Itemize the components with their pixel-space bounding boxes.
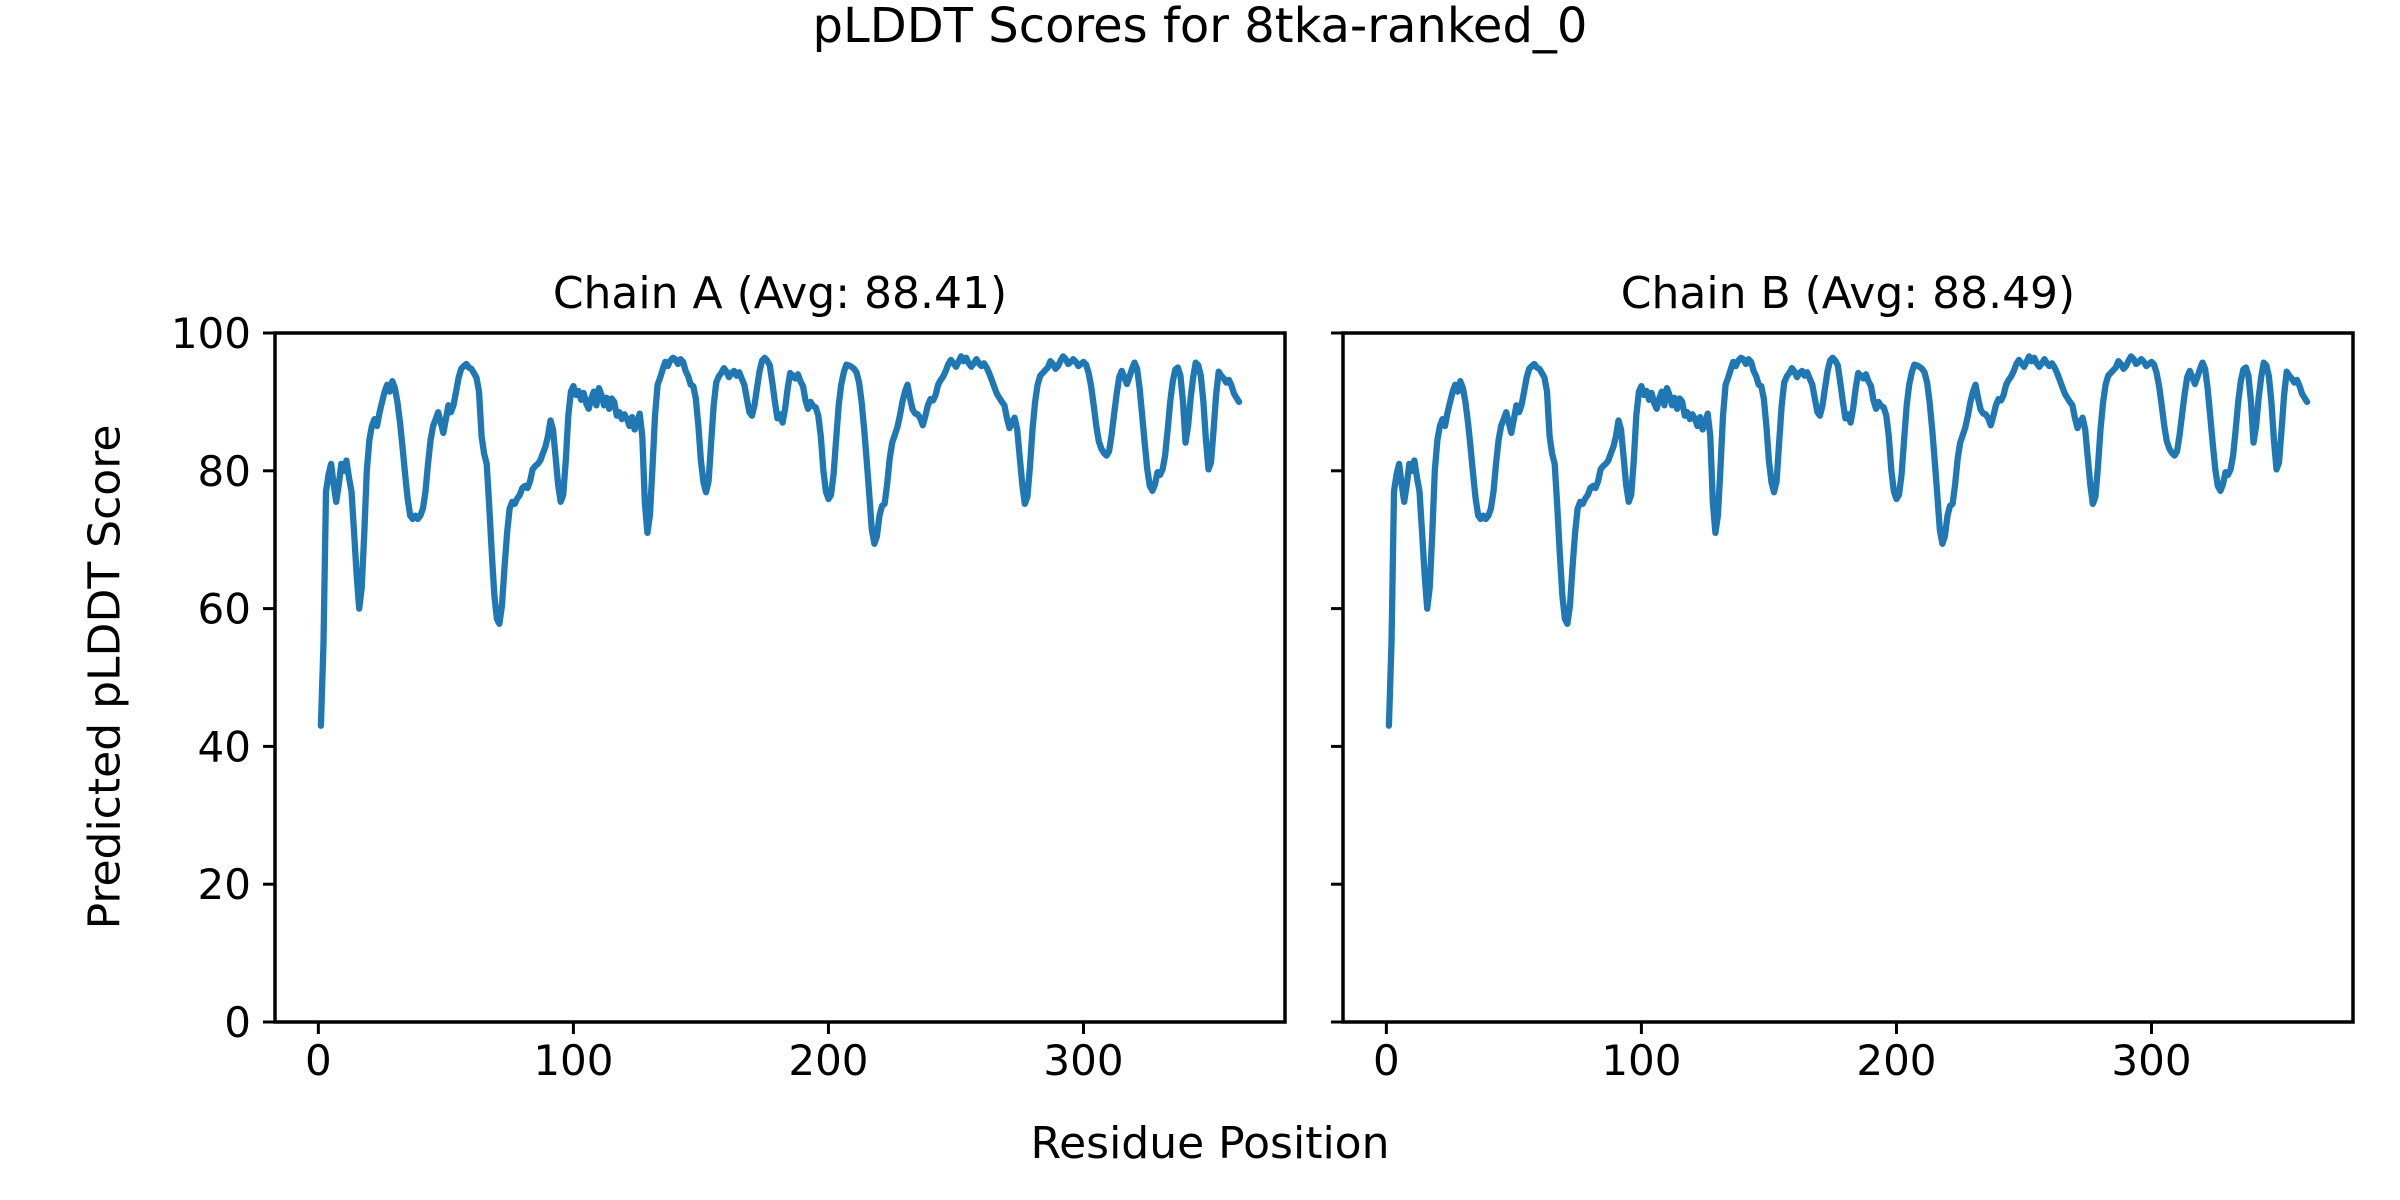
axes-box-chain-a (273, 331, 1287, 1024)
x-tick-label: 100 (1601, 1036, 1681, 1085)
x-tick-label: 200 (1856, 1036, 1936, 1085)
x-tick-label: 300 (1043, 1036, 1123, 1085)
figure-title: pLDDT Scores for 8tka-ranked_0 (812, 0, 1588, 54)
y-tick-label: 0 (224, 998, 251, 1047)
chain-a-subplot-title: Chain A (Avg: 88.41) (552, 268, 1008, 319)
y-tick-label: 20 (198, 860, 251, 909)
x-tick-label: 0 (1373, 1036, 1400, 1085)
plddt-line-chain-a (317, 353, 1243, 729)
plddt-line-chain-b (1385, 353, 2311, 729)
chain-b-subplot-title: Chain B (Avg: 88.49) (1620, 268, 2076, 319)
y-tick-label: 60 (198, 585, 251, 634)
x-tick-label: 100 (533, 1036, 613, 1085)
x-tick-label: 300 (2111, 1036, 2191, 1085)
x-axis-label: Residue Position (1030, 1118, 1390, 1169)
x-tick-label: 0 (305, 1036, 332, 1085)
axes-box-chain-b (1341, 331, 2355, 1024)
y-tick-label: 40 (198, 722, 251, 771)
y-tick-label: 100 (171, 309, 251, 358)
y-tick-label: 80 (198, 447, 251, 496)
x-tick-label: 200 (788, 1036, 868, 1085)
